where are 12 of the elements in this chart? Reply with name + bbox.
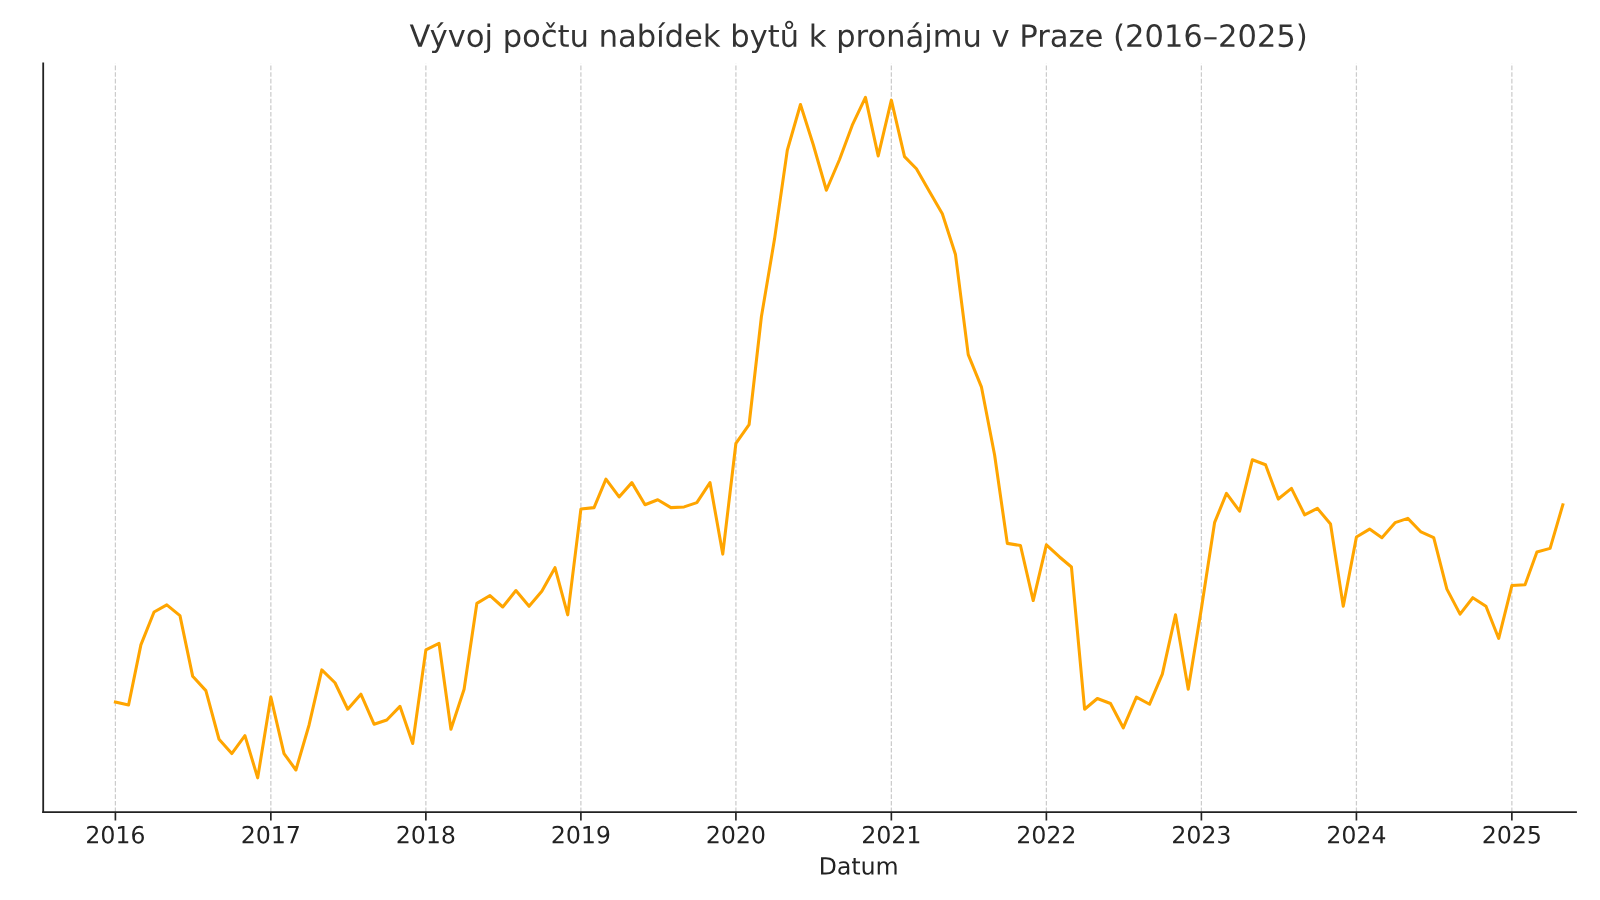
x-tick-label: 2022 (1018, 825, 1075, 844)
x-tick-label: 2019 (552, 825, 610, 844)
x-axis-title: Datum (821, 857, 897, 875)
x-tick-label: 2017 (242, 825, 299, 844)
x-tick-label: 2024 (1328, 825, 1386, 844)
x-tick-label: 2020 (707, 825, 765, 844)
x-tick-label: 2016 (87, 825, 144, 844)
chart-title: Vývoj počtu nabídek bytů k pronájmu v Praze (2016–2025) (409, 20, 1306, 54)
x-tick-label: 2025 (1483, 825, 1540, 844)
x-tick-label: 2021 (863, 825, 920, 844)
x-tick-label: 2023 (1173, 825, 1230, 844)
x-tick-label: 2018 (397, 825, 455, 844)
